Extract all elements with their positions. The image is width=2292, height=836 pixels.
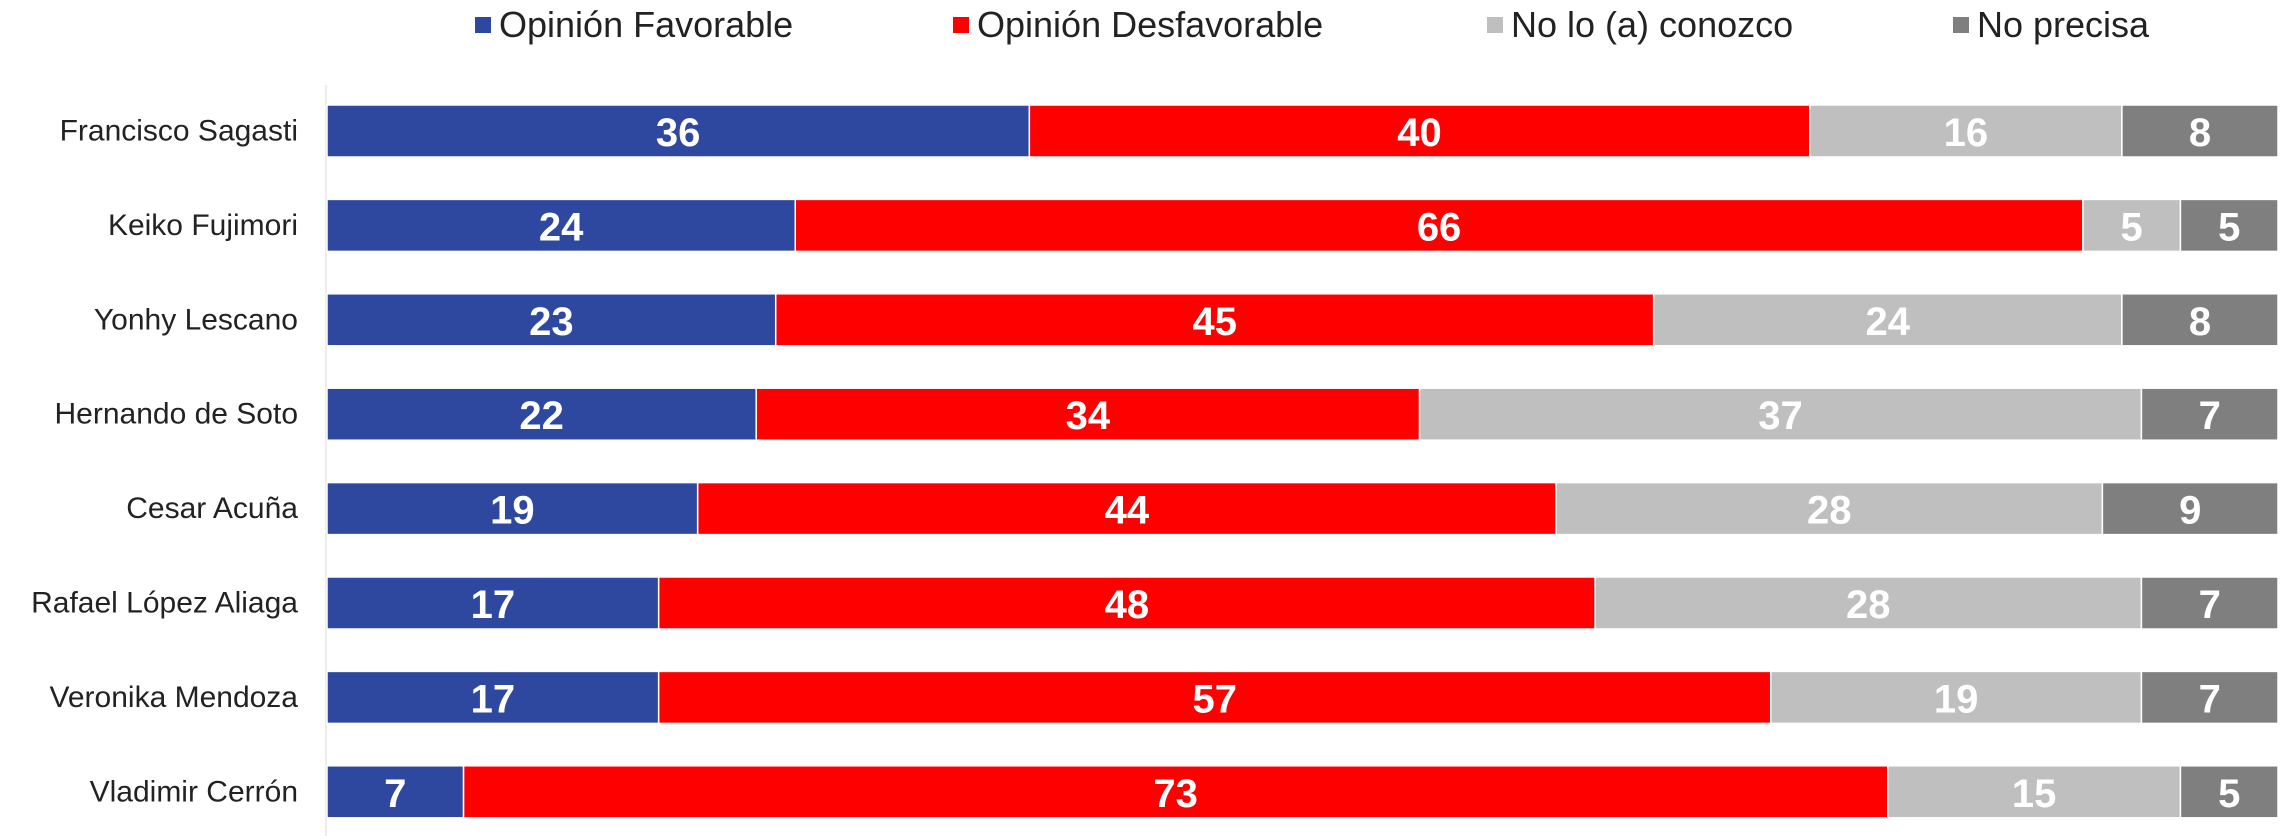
bar-segment-desfavorable <box>696 481 1557 536</box>
data-label-no-precisa: 8 <box>2189 300 2211 344</box>
category-label: Hernando de Soto <box>54 398 298 431</box>
data-label-no-precisa: 7 <box>2199 583 2221 627</box>
bar-segment-no-precisa <box>2140 387 2279 441</box>
data-label-favorable: 23 <box>529 300 574 344</box>
bar-segment-no-conozco <box>1555 481 2104 536</box>
bar-segment-no-conozco <box>1769 670 2143 725</box>
legend-item-favorable: Opinión Favorable <box>475 4 793 46</box>
data-label-desfavorable: 73 <box>1153 772 1198 816</box>
category-label: Cesar Acuña <box>126 492 298 525</box>
bar-segment-favorable <box>326 387 757 441</box>
legend-item-no-precisa: No precisa <box>1953 4 2149 46</box>
data-label-no-precisa: 7 <box>2199 677 2221 721</box>
data-label-no-conozco: 15 <box>2012 772 2057 816</box>
bar-segment-no-precisa <box>2140 576 2279 630</box>
data-label-favorable: 17 <box>471 677 516 721</box>
data-label-favorable: 17 <box>471 583 516 627</box>
bar-segment-favorable <box>326 670 660 725</box>
bar-segment-favorable <box>326 481 699 536</box>
legend-item-desfavorable: Opinión Desfavorable <box>953 4 1323 46</box>
bar-segment-favorable <box>326 765 465 819</box>
data-label-no-conozco: 37 <box>1758 394 1803 438</box>
legend: Opinión Favorable Opinión Desfavorable N… <box>0 0 2292 50</box>
bar-segment-no-precisa <box>2179 765 2279 819</box>
bar-segment-no-conozco <box>1652 293 2123 347</box>
bar-segment-no-conozco <box>2082 198 2182 253</box>
data-label-no-precisa: 7 <box>2199 394 2221 438</box>
bar-segment-desfavorable <box>774 293 1655 347</box>
data-label-no-conozco: 19 <box>1934 677 1979 721</box>
bar-segment-desfavorable <box>657 576 1596 630</box>
legend-label-no-conozco: No lo (a) conozco <box>1511 4 1794 45</box>
category-label: Yonhy Lescano <box>94 303 298 336</box>
data-label-desfavorable: 34 <box>1066 394 1111 438</box>
bar-segment-desfavorable <box>1028 104 1811 158</box>
bar-segment-no-precisa <box>2121 104 2279 158</box>
data-label-no-conozco: 28 <box>1807 489 1852 533</box>
bar-segment-no-precisa <box>2101 481 2279 536</box>
data-label-favorable: 36 <box>656 111 701 155</box>
category-label: Francisco Sagasti <box>60 115 298 148</box>
data-label-no-precisa: 9 <box>2179 489 2201 533</box>
bar-segment-no-precisa <box>2140 670 2279 725</box>
legend-swatch-no-precisa <box>1953 17 1969 33</box>
data-label-favorable: 7 <box>384 772 406 816</box>
data-label-desfavorable: 45 <box>1192 300 1237 344</box>
data-label-no-precisa: 5 <box>2218 772 2240 816</box>
legend-label-desfavorable: Opinión Desfavorable <box>977 4 1324 45</box>
data-label-desfavorable: 66 <box>1417 205 1462 249</box>
category-label: Keiko Fujimori <box>108 209 298 242</box>
category-label: Vladimir Cerrón <box>90 775 298 808</box>
bar-segment-favorable <box>326 576 660 630</box>
legend-swatch-desfavorable <box>953 17 969 33</box>
bar-segment-no-conozco <box>1809 104 2123 158</box>
bar-segment-no-precisa <box>2121 293 2279 347</box>
legend-label-no-precisa: No precisa <box>1977 4 2150 45</box>
data-label-favorable: 22 <box>519 394 564 438</box>
data-label-no-conozco: 5 <box>2121 205 2143 249</box>
category-label: Rafael López Aliaga <box>31 587 298 620</box>
data-label-desfavorable: 48 <box>1105 583 1150 627</box>
bar-segment-desfavorable <box>755 387 1421 441</box>
legend-swatch-no-conozco <box>1487 17 1503 33</box>
data-label-no-precisa: 5 <box>2218 205 2240 249</box>
data-label-no-conozco: 16 <box>1944 111 1989 155</box>
bar-segment-no-conozco <box>1887 765 2182 819</box>
bar-segment-favorable <box>326 198 796 253</box>
data-label-desfavorable: 57 <box>1192 677 1237 721</box>
data-label-no-precisa: 8 <box>2189 111 2211 155</box>
data-label-no-conozco: 24 <box>1866 300 1911 344</box>
data-label-no-conozco: 28 <box>1846 583 1891 627</box>
data-label-desfavorable: 44 <box>1105 489 1150 533</box>
category-label: Veronika Mendoza <box>50 681 299 714</box>
legend-label-favorable: Opinión Favorable <box>499 4 794 45</box>
data-label-desfavorable: 40 <box>1397 111 1442 155</box>
bar-segment-no-conozco <box>1418 387 2143 441</box>
bar-segment-no-precisa <box>2179 198 2279 253</box>
data-label-favorable: 19 <box>490 489 535 533</box>
data-label-favorable: 24 <box>539 205 584 249</box>
bar-segment-favorable <box>326 293 777 347</box>
legend-item-no-conozco: No lo (a) conozco <box>1487 4 1793 46</box>
legend-swatch-favorable <box>475 17 491 33</box>
bar-segment-no-conozco <box>1594 576 2143 630</box>
bar-segment-desfavorable <box>462 765 1889 819</box>
